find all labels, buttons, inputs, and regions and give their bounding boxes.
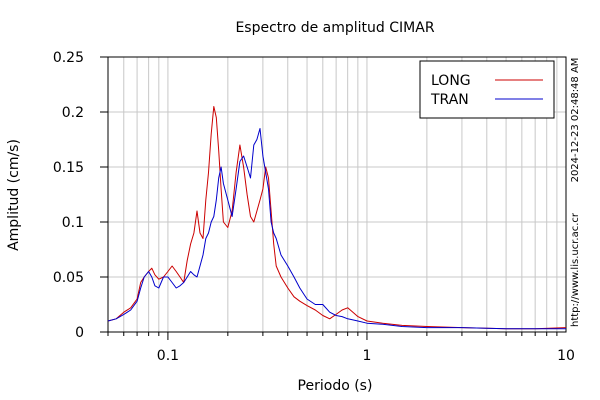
- legend-box: [419, 60, 555, 119]
- y-axis-label: Amplitud (cm/s): [6, 139, 22, 251]
- series-lines: [107, 106, 567, 330]
- grid-lines: [108, 57, 566, 332]
- legend-label-long: LONG: [431, 73, 471, 89]
- legend-label-tran: TRAN: [430, 92, 469, 108]
- y-tick-label: 0.25: [53, 50, 84, 66]
- legend: LONG TRAN: [419, 60, 555, 119]
- y-tick-label: 0.1: [62, 215, 84, 231]
- chart-title: Espectro de amplitud CIMAR: [235, 20, 434, 36]
- y-axis-ticks: 0 0.05 0.1 0.15 0.2 0.25: [53, 50, 108, 341]
- x-tick-label: 1: [362, 348, 371, 364]
- website-label: http://www.lis.ucr.ac.cr: [570, 212, 581, 327]
- timestamp-label: 2024-12-23 02:48:48 AM: [570, 58, 581, 183]
- series-line-tran: [107, 128, 566, 330]
- y-tick-label: 0.2: [62, 105, 84, 121]
- y-tick-label: 0.05: [53, 270, 84, 286]
- series-line-long: [107, 106, 567, 330]
- plot-area-frame: [107, 56, 567, 333]
- x-axis-ticks: 0.1 1 10: [107, 332, 575, 364]
- y-tick-label: 0.15: [53, 160, 84, 176]
- x-tick-label: 10: [557, 348, 575, 364]
- x-axis-label: Periodo (s): [298, 378, 373, 394]
- x-tick-label: 0.1: [157, 348, 179, 364]
- y-tick-label: 0: [75, 325, 84, 341]
